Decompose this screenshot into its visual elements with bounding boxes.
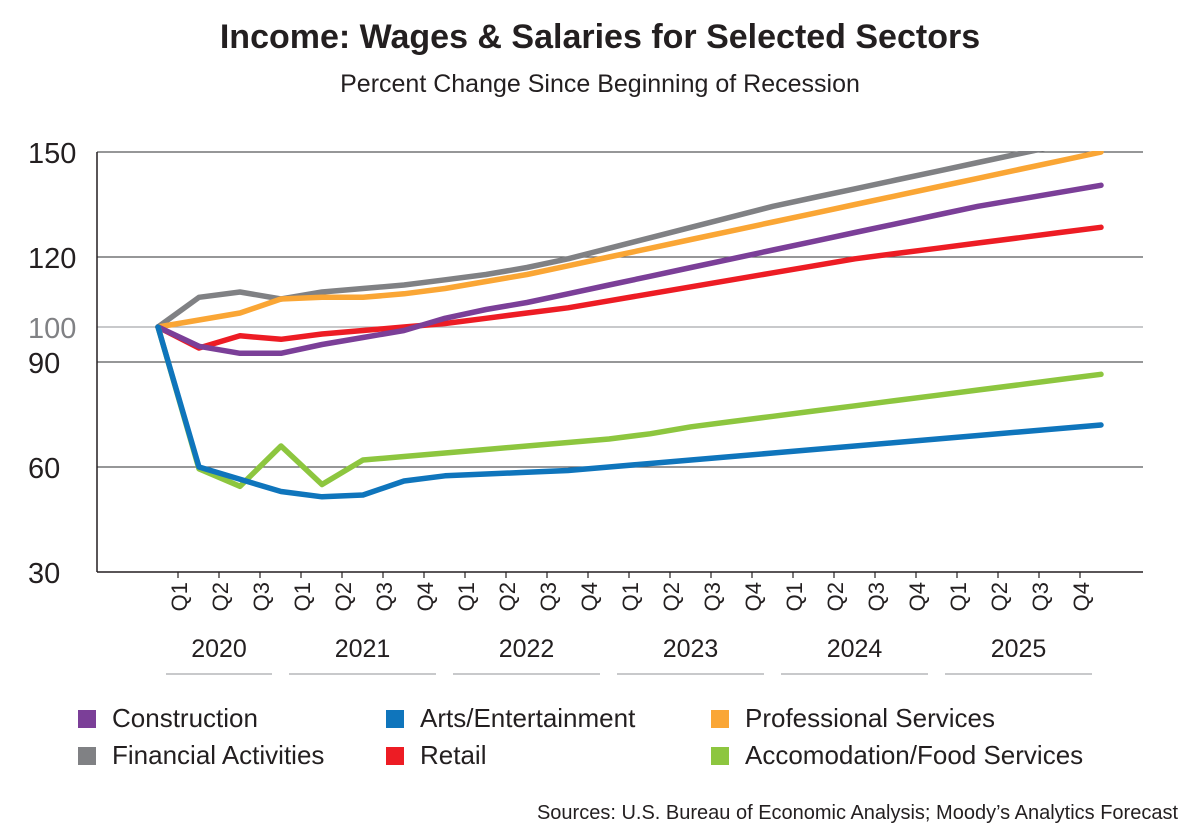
x-tick-label: Q2 xyxy=(331,582,356,611)
series-line-professional-services xyxy=(155,151,1104,330)
legend-swatch-retail xyxy=(386,746,404,765)
x-tick-label: Q1 xyxy=(782,582,807,611)
year-label-2020: 2020 xyxy=(191,635,247,663)
legend-label-accomodation-food-services: Accomodation/Food Services xyxy=(745,740,1084,770)
legend-label-professional-services: Professional Services xyxy=(745,703,995,733)
x-tick-label: Q3 xyxy=(700,582,725,611)
series-line-financial-activities xyxy=(155,151,1046,330)
x-tick-label: Q3 xyxy=(1028,582,1053,611)
legend-item-construction: Construction xyxy=(78,703,258,734)
legend-item-professional-services: Professional Services xyxy=(711,703,995,734)
legend-swatch-arts-entertainment xyxy=(386,709,404,728)
y-tick-label-30: 30 xyxy=(28,558,60,590)
legend-swatch-professional-services xyxy=(711,709,729,728)
x-tick-label: Q3 xyxy=(864,582,889,611)
chart-subtitle: Percent Change Since Beginning of Recess… xyxy=(340,70,860,98)
y-tick-label-100: 100 xyxy=(28,313,76,345)
y-tick-label-90: 90 xyxy=(28,348,60,380)
series-line-construction xyxy=(155,182,1104,357)
x-tick-label: Q4 xyxy=(577,582,602,611)
y-tick-label-120: 120 xyxy=(28,243,76,275)
x-tick-label: Q2 xyxy=(987,582,1012,611)
x-tick-label: Q2 xyxy=(823,582,848,611)
x-tick-label: Q1 xyxy=(454,582,479,611)
year-label-2021: 2021 xyxy=(335,635,391,663)
series-line-arts-entertainment xyxy=(155,324,1104,500)
legend-label-arts-entertainment: Arts/Entertainment xyxy=(420,703,636,733)
x-tick-label: Q2 xyxy=(659,582,684,611)
x-tick-label: Q4 xyxy=(1069,582,1094,611)
source-note: Sources: U.S. Bureau of Economic Analysi… xyxy=(536,802,1178,824)
y-tick-label-60: 60 xyxy=(28,453,60,485)
x-tick-label: Q2 xyxy=(495,582,520,611)
legend-item-financial-activities: Financial Activities xyxy=(78,740,324,771)
x-tick-label: Q3 xyxy=(536,582,561,611)
legend-label-financial-activities: Financial Activities xyxy=(112,740,325,770)
x-tick-label: Q3 xyxy=(372,582,397,611)
x-tick-label: Q1 xyxy=(618,582,643,611)
legend-item-arts-entertainment: Arts/Entertainment xyxy=(386,703,635,734)
x-tick-label: Q4 xyxy=(905,582,930,611)
legend-item-retail: Retail xyxy=(386,740,486,771)
x-tick-label: Q1 xyxy=(946,582,971,611)
legend-label-construction: Construction xyxy=(112,703,258,733)
year-label-2024: 2024 xyxy=(827,635,883,663)
year-label-2025: 2025 xyxy=(991,635,1047,663)
x-tick-label: Q4 xyxy=(741,582,766,611)
series-line-accomodation-food-services xyxy=(155,324,1104,490)
series-line-retail xyxy=(155,224,1104,351)
legend-item-accomodation-food-services: Accomodation/Food Services xyxy=(711,740,1083,771)
y-tick-label-150: 150 xyxy=(28,138,76,170)
x-tick-label: Q3 xyxy=(249,582,274,611)
x-tick-label: Q1 xyxy=(167,582,192,611)
chart-title: Income: Wages & Salaries for Selected Se… xyxy=(219,18,981,56)
legend-swatch-accomodation-food-services xyxy=(711,746,729,765)
legend-swatch-construction xyxy=(78,709,96,728)
legend-label-retail: Retail xyxy=(420,740,487,770)
year-label-2022: 2022 xyxy=(499,635,555,663)
x-tick-label: Q2 xyxy=(208,582,233,611)
legend-swatch-financial-activities xyxy=(78,746,96,765)
x-tick-label: Q4 xyxy=(413,582,438,611)
year-label-2023: 2023 xyxy=(663,635,719,663)
x-tick-label: Q1 xyxy=(290,582,315,611)
